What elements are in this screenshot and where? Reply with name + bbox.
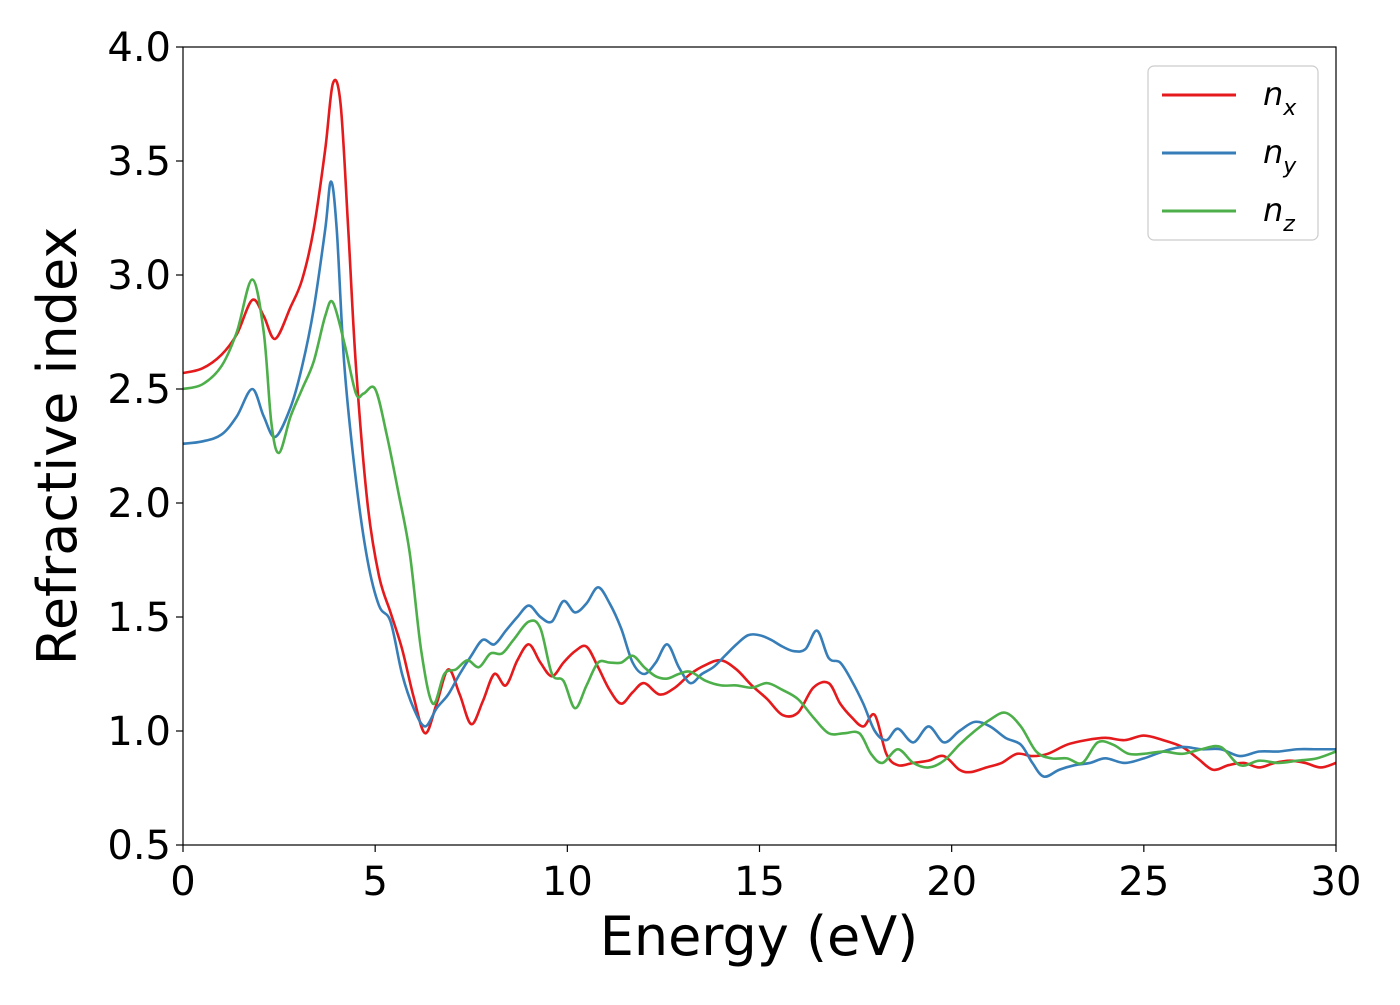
- legend-item-n-x: nx: [1162, 75, 1297, 121]
- y-tick-label: 0.5: [107, 823, 171, 869]
- series-line-n-z: [183, 278, 1336, 769]
- x-tick-label: 30: [1311, 859, 1362, 905]
- x-tick-label: 25: [1118, 859, 1169, 905]
- y-tick-label: 2.0: [107, 481, 171, 527]
- x-axis-ticks: 0 5 10 15 20 25 30: [170, 845, 1361, 905]
- y-tick-label: 4.0: [107, 25, 171, 71]
- y-tick-label: 1.0: [107, 709, 171, 755]
- legend-label: ny: [1263, 133, 1297, 179]
- x-tick-label: 5: [362, 859, 387, 905]
- legend-item-n-y: ny: [1162, 133, 1297, 179]
- legend-label: nx: [1263, 75, 1297, 121]
- legend: nx ny nz: [1147, 65, 1319, 241]
- x-tick-label: 20: [926, 859, 977, 905]
- legend-item-n-z: nz: [1162, 191, 1295, 237]
- y-tick-label: 1.5: [107, 595, 171, 641]
- y-tick-label: 3.0: [107, 253, 171, 299]
- y-axis-ticks: 0.5 1.0 1.5 2.0 2.5 3.0 3.5 4.0: [107, 25, 183, 869]
- series-line-n-x: [183, 78, 1336, 774]
- y-axis-title: Refractive index: [26, 227, 89, 666]
- x-tick-label: 15: [734, 859, 785, 905]
- legend-items: nx ny nz: [1162, 75, 1297, 237]
- series-layer: [183, 78, 1336, 779]
- y-tick-label: 3.5: [107, 139, 171, 185]
- x-tick-label: 0: [170, 859, 195, 905]
- y-tick-label: 2.5: [107, 367, 171, 413]
- x-tick-label: 10: [542, 859, 593, 905]
- series-line-n-y: [183, 180, 1336, 779]
- legend-label: nz: [1263, 191, 1295, 237]
- x-axis-title: Energy (eV): [600, 905, 919, 968]
